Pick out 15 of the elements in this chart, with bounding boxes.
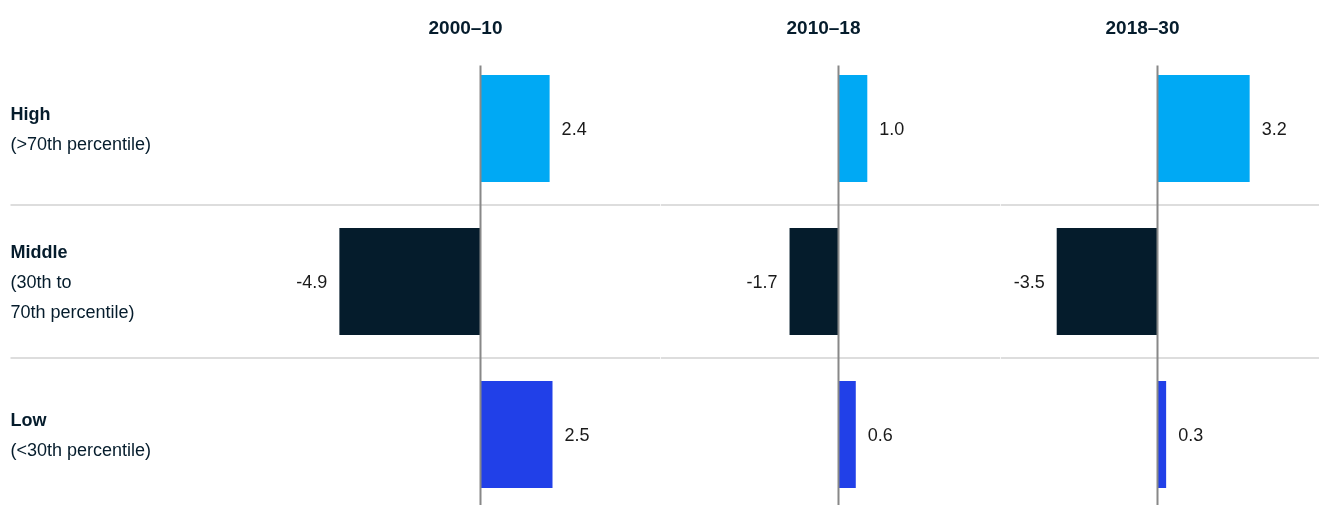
data-label: -3.5 [1013, 272, 1045, 292]
y-tick-label: Middle (30th to 70th percentile) [10, 241, 135, 322]
data-label: 0.3 [1178, 425, 1204, 445]
chart-title: 2000–10 [428, 17, 503, 38]
data-label: 0.6 [867, 425, 893, 445]
chart-title: 2010–18 [786, 17, 861, 38]
data-label: -1.7 [746, 272, 778, 292]
data-label: -4.9 [296, 272, 328, 292]
y-tick-label: High (>70th percentile) [10, 103, 152, 154]
data-label: 2.5 [564, 425, 590, 445]
chart-title: 2018–30 [1105, 17, 1180, 38]
data-label: 1.0 [879, 119, 905, 139]
data-label: 2.4 [561, 119, 587, 139]
y-tick-label: Low (<30th percentile) [10, 409, 152, 460]
data-label: 3.2 [1261, 119, 1287, 139]
